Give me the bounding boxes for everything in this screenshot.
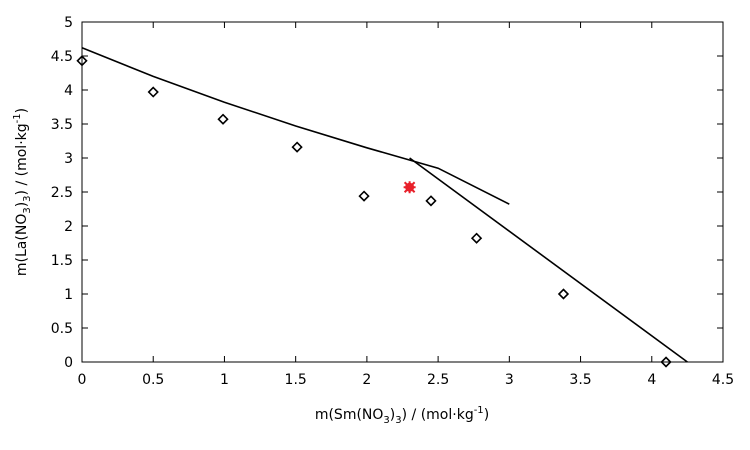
y-tick-label: 2 bbox=[64, 219, 73, 235]
data-point bbox=[217, 113, 229, 125]
x-tick-label: 2 bbox=[362, 372, 371, 388]
x-tick-label: 0.5 bbox=[142, 372, 164, 388]
data-point bbox=[147, 86, 159, 98]
y-tick-label: 0 bbox=[64, 355, 73, 371]
fit-line bbox=[409, 157, 688, 363]
highlight-point bbox=[403, 181, 416, 194]
x-tick-labels: 0 0.5 1 1.5 2 2.5 3 3.5 4 4.5 bbox=[78, 372, 735, 388]
x-tick-label: 4.5 bbox=[712, 372, 734, 388]
data-markers bbox=[76, 55, 672, 368]
y-tick-labels: 0 0.5 1 1.5 2 2.5 3 3.5 4 4.5 5 bbox=[51, 15, 73, 371]
y-tick-label: 4.5 bbox=[51, 49, 73, 65]
x-tick-label: 1.5 bbox=[285, 372, 307, 388]
data-point bbox=[470, 232, 483, 244]
data-point bbox=[557, 288, 570, 300]
x-tick-label: 2.5 bbox=[427, 372, 449, 388]
y-tick-label: 3 bbox=[64, 151, 73, 167]
y-tick-label: 5 bbox=[64, 15, 73, 31]
x-tick-label: 0 bbox=[78, 372, 87, 388]
axis-ticks bbox=[81, 21, 724, 363]
fit-lines bbox=[81, 47, 688, 363]
fit-line bbox=[81, 47, 510, 205]
y-tick-label: 1 bbox=[64, 287, 73, 303]
x-axis-title: m(Sm(NO3)3) / (mol·kg-1) bbox=[315, 405, 489, 426]
y-tick-label: 4 bbox=[64, 83, 73, 99]
x-tick-label: 1 bbox=[220, 372, 229, 388]
y-tick-label: 3.5 bbox=[51, 117, 73, 133]
x-tick-label: 3 bbox=[505, 372, 514, 388]
y-tick-label: 2.5 bbox=[51, 185, 73, 201]
y-tick-label: 0.5 bbox=[51, 321, 73, 337]
y-tick-label: 1.5 bbox=[51, 253, 73, 269]
plot-frame bbox=[81, 21, 724, 363]
highlight-point-cross bbox=[403, 181, 416, 194]
data-point bbox=[425, 195, 437, 207]
x-tick-label: 4 bbox=[647, 372, 656, 388]
x-tick-label: 3.5 bbox=[569, 372, 591, 388]
data-point bbox=[76, 55, 88, 67]
y-axis-title: m(La(NO3)3) / (mol·kg-1) bbox=[12, 108, 33, 276]
data-point bbox=[291, 141, 303, 153]
data-point bbox=[660, 356, 672, 368]
data-point bbox=[358, 190, 370, 202]
